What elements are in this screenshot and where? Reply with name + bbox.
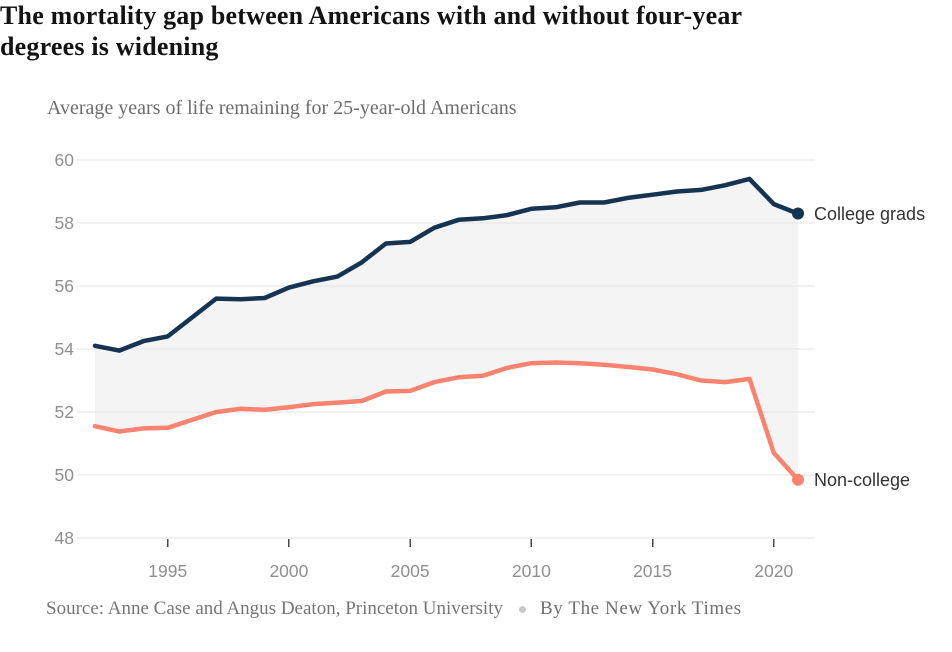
y-axis-label-56: 56 <box>55 276 74 296</box>
x-axis-label-2020: 2020 <box>754 561 793 581</box>
x-axis-label-2010: 2010 <box>512 561 551 581</box>
y-axis-label-48: 48 <box>55 528 74 548</box>
series-end-label-non-college: Non-college <box>814 470 910 490</box>
series-end-dot-college-grads <box>792 207 804 220</box>
y-axis-label-54: 54 <box>55 339 75 359</box>
x-axis-label-2005: 2005 <box>391 561 430 581</box>
source-note: Source: Anne Case and Angus Deaton, Prin… <box>46 598 503 619</box>
y-axis-label-58: 58 <box>55 213 74 233</box>
series-line-non-college <box>92 360 801 482</box>
series-line-college-grads <box>92 176 801 353</box>
y-axis-label-50: 50 <box>55 465 75 485</box>
chart-title-line-2: degrees is widening <box>0 32 219 61</box>
x-axis-label-2000: 2000 <box>269 561 308 581</box>
byline: By The New York Times <box>539 598 742 619</box>
between-series-band <box>95 178 798 480</box>
chart-title: The mortality gap between Americans with… <box>0 0 952 62</box>
chart-footer: Source: Anne Case and Angus Deaton, Prin… <box>46 598 742 620</box>
chart-title-line-1: The mortality gap between Americans with… <box>0 1 743 30</box>
y-axis-label-60: 60 <box>55 150 75 170</box>
chart-subtitle: Average years of life remaining for 25-y… <box>47 97 517 119</box>
x-axis-label-1995: 1995 <box>148 561 187 581</box>
x-axis-label-2015: 2015 <box>633 561 672 581</box>
series-end-label-college-grads: College grads <box>814 204 925 224</box>
separator-dot-icon <box>518 605 526 613</box>
series-end-dot-non-college <box>792 473 804 486</box>
y-axis-label-52: 52 <box>55 402 74 422</box>
